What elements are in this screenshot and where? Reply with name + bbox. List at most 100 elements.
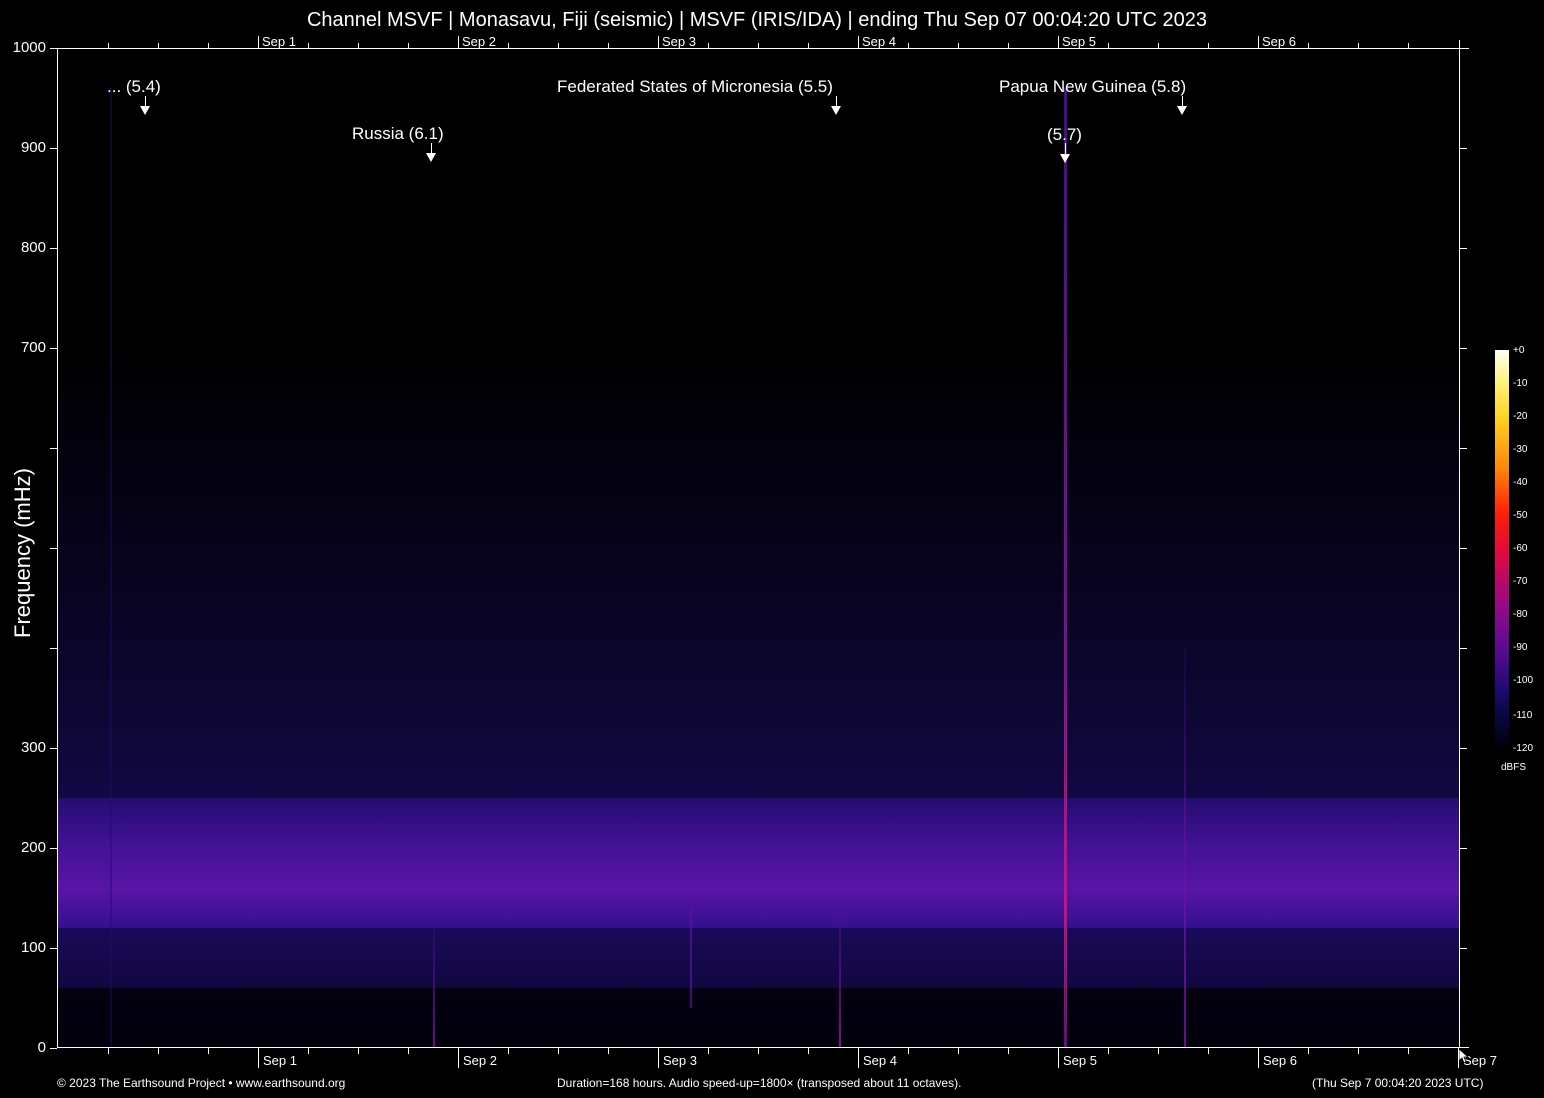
down-arrow-icon <box>426 153 436 162</box>
arrow-stem <box>836 96 837 106</box>
down-arrow-icon <box>1177 106 1187 115</box>
x-tick <box>1308 1048 1309 1054</box>
x-tick <box>1058 36 1059 48</box>
left-axis-line <box>57 48 58 1048</box>
low-frequency-band <box>58 928 1459 988</box>
bottom-axis-line <box>57 1047 1469 1048</box>
x-tick <box>358 1048 359 1054</box>
x-tick <box>258 1048 259 1068</box>
x-tick-label-bottom: Sep 3 <box>663 1053 697 1068</box>
y-tick-label: 900 <box>20 139 46 156</box>
x-tick <box>1358 1048 1359 1054</box>
down-arrow-icon <box>831 106 841 115</box>
x-tick-label-top: Sep 3 <box>662 34 696 49</box>
x-tick <box>808 1048 809 1054</box>
y-tick <box>50 48 57 49</box>
arrow-stem <box>431 143 432 153</box>
y-tick <box>1460 148 1467 149</box>
x-tick <box>208 1048 209 1054</box>
x-tick-label-top: Sep 1 <box>262 34 296 49</box>
x-tick <box>408 1048 409 1054</box>
y-axis-label: Frequency (mHz) <box>10 468 35 638</box>
x-tick <box>808 43 809 48</box>
y-tick-label: 300 <box>20 739 46 756</box>
y-tick <box>1460 848 1467 849</box>
colorbar-tick-label: -80 <box>1513 609 1528 620</box>
x-tick <box>958 43 959 48</box>
x-tick <box>958 1048 959 1054</box>
event-label: Russia (6.1) <box>352 124 444 143</box>
x-tick <box>458 1048 459 1068</box>
colorbar-tick-label: -30 <box>1513 444 1528 455</box>
x-tick <box>708 1048 709 1054</box>
y-tick <box>50 548 57 549</box>
x-tick <box>1158 1048 1159 1054</box>
x-tick <box>1008 1048 1009 1054</box>
x-tick <box>758 1048 759 1054</box>
colorbar-tick-label: -100 <box>1513 675 1534 686</box>
x-tick <box>908 1048 909 1054</box>
y-tick <box>1460 648 1467 649</box>
y-tick-label: 200 <box>20 839 46 856</box>
event-label: Federated States of Micronesia (5.5) <box>557 77 833 96</box>
top-axis-line <box>57 48 1469 49</box>
colorbar-tick-label: -20 <box>1513 411 1528 422</box>
x-tick <box>1008 43 1009 48</box>
event-spike-5.5 <box>839 908 841 1048</box>
colorbar-tick-label: -60 <box>1513 543 1528 554</box>
x-tick <box>308 43 309 48</box>
x-tick <box>458 36 459 48</box>
event-spike-5.7 <box>1064 88 1067 1048</box>
down-arrow-icon <box>140 106 150 115</box>
y-tick-label: 1000 <box>12 39 46 56</box>
y-tick-label: 700 <box>20 339 46 356</box>
arrow-stem <box>1182 96 1183 106</box>
duration-text: Duration=168 hours. Audio speed-up=1800×… <box>557 1076 962 1090</box>
x-tick <box>408 43 409 48</box>
x-tick <box>608 43 609 48</box>
x-tick <box>708 43 709 48</box>
event-spike <box>690 908 692 1008</box>
event-label: ... (5.4) <box>107 77 161 96</box>
chart-title: Channel MSVF | Monasavu, Fiji (seismic) … <box>306 9 1208 31</box>
x-tick <box>558 43 559 48</box>
colorbar-tick-label: -90 <box>1513 642 1528 653</box>
x-tick <box>1308 43 1309 48</box>
y-tick-label: 0 <box>37 1039 46 1056</box>
y-tick <box>50 948 57 949</box>
x-tick <box>608 1048 609 1054</box>
x-tick-label-top: Sep 5 <box>1062 34 1096 49</box>
colorbar-tick-label: -70 <box>1513 576 1528 587</box>
copyright-text: © 2023 The Earthsound Project • www.eart… <box>57 1076 346 1090</box>
timestamp-text: (Thu Sep 7 00:04:20 2023 UTC) <box>1312 1076 1484 1090</box>
spectrogram-plot <box>58 48 1459 1048</box>
x-tick <box>558 1048 559 1054</box>
y-tick <box>50 1048 57 1049</box>
x-tick <box>158 1048 159 1054</box>
y-tick-label: 100 <box>20 939 46 956</box>
y-tick <box>1460 248 1467 249</box>
x-tick-label-bottom: Sep 1 <box>263 1053 297 1068</box>
y-tick <box>50 748 57 749</box>
colorbar-tick-label: -50 <box>1513 510 1528 521</box>
arrow-stem <box>145 96 146 106</box>
x-tick-label-bottom: Sep 5 <box>1063 1053 1097 1068</box>
x-tick <box>1258 36 1259 48</box>
x-tick <box>1208 1048 1209 1054</box>
y-tick <box>1460 548 1467 549</box>
x-tick <box>658 1048 659 1068</box>
colorbar-tick-label: -10 <box>1513 378 1528 389</box>
x-tick <box>508 1048 509 1054</box>
x-tick <box>1408 1048 1409 1054</box>
x-tick <box>1058 1048 1059 1068</box>
x-tick <box>858 1048 859 1068</box>
x-tick-label-bottom: Sep 6 <box>1263 1053 1297 1068</box>
x-tick <box>258 36 259 48</box>
event-label: Papua New Guinea (5.8) <box>999 77 1187 96</box>
colorbar-tick-label: -120 <box>1513 743 1534 754</box>
microseism-band <box>58 798 1459 928</box>
x-tick <box>1108 1048 1109 1054</box>
x-tick <box>1408 43 1409 48</box>
x-tick <box>658 36 659 48</box>
colorbar-tick-label: -110 <box>1513 710 1533 721</box>
